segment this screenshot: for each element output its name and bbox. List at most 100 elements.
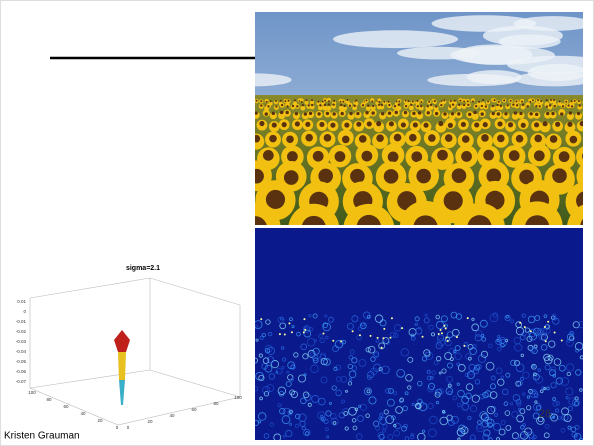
seed-head bbox=[367, 121, 372, 126]
highlight bbox=[359, 334, 361, 336]
seed-head bbox=[478, 101, 480, 103]
seed-head bbox=[295, 112, 298, 115]
z-tick-label: -0.07 bbox=[16, 379, 27, 384]
seed-head bbox=[451, 112, 454, 115]
seed-head bbox=[309, 112, 312, 115]
seed-head bbox=[332, 112, 335, 115]
seed-head bbox=[311, 99, 313, 101]
seed-head bbox=[286, 111, 289, 114]
highlight bbox=[391, 317, 393, 319]
seed-head bbox=[332, 103, 334, 105]
highlight bbox=[370, 335, 372, 337]
highlight bbox=[438, 333, 440, 335]
seed-head bbox=[359, 135, 367, 143]
highlight bbox=[303, 318, 305, 320]
seed-head bbox=[482, 99, 484, 101]
seed-head bbox=[428, 101, 430, 103]
seed-head bbox=[445, 134, 453, 142]
seed-head bbox=[324, 104, 326, 106]
seed-head bbox=[367, 105, 369, 107]
seed-head bbox=[559, 101, 561, 103]
seed-head bbox=[497, 135, 505, 143]
seed-head bbox=[412, 100, 414, 102]
y-tick-label: 40 bbox=[169, 413, 175, 418]
seed-head bbox=[448, 123, 453, 128]
seed-head bbox=[473, 111, 476, 114]
seed-head bbox=[532, 99, 534, 101]
seed-head bbox=[281, 104, 283, 106]
seed-head bbox=[296, 105, 298, 107]
seed-head bbox=[416, 100, 418, 102]
seed-head bbox=[376, 121, 381, 126]
highlight bbox=[381, 347, 383, 349]
plot-title: sigma=2.1 bbox=[126, 265, 160, 272]
highlight bbox=[422, 336, 424, 338]
highlight bbox=[519, 322, 521, 324]
seed-head bbox=[340, 101, 342, 103]
highlight bbox=[456, 336, 458, 338]
seed-head bbox=[454, 100, 456, 102]
page-number: 28 bbox=[539, 408, 551, 420]
seed-head bbox=[521, 101, 523, 103]
seed-head bbox=[539, 105, 541, 107]
seed-head bbox=[409, 134, 417, 142]
seed-head bbox=[324, 99, 326, 101]
seed-head bbox=[295, 121, 300, 126]
seed-head bbox=[498, 101, 500, 103]
seed-head bbox=[365, 111, 368, 114]
seed-head bbox=[457, 112, 460, 115]
seed-head bbox=[559, 151, 570, 162]
seed-head bbox=[542, 121, 547, 126]
highlight bbox=[446, 337, 448, 339]
y-tick-label: 60 bbox=[191, 407, 197, 412]
seed-head bbox=[304, 112, 307, 115]
seed-head bbox=[413, 122, 418, 127]
seed-head bbox=[355, 99, 357, 101]
seed-head bbox=[346, 99, 348, 101]
seed-head bbox=[494, 99, 496, 101]
y-tick-label: 80 bbox=[213, 401, 219, 406]
seed-head bbox=[550, 99, 552, 101]
seed-head bbox=[381, 104, 383, 106]
seed-head bbox=[270, 100, 272, 102]
seed-head bbox=[420, 101, 422, 103]
seed-head bbox=[491, 112, 494, 115]
seed-head bbox=[438, 121, 443, 126]
highlight bbox=[530, 330, 532, 332]
seed-head bbox=[383, 101, 385, 103]
highlight bbox=[352, 330, 354, 332]
seed-head bbox=[365, 99, 367, 101]
seed-head bbox=[443, 99, 445, 101]
seed-head bbox=[280, 100, 282, 102]
surface-mid bbox=[118, 352, 126, 380]
seed-head bbox=[410, 104, 412, 106]
seed-head bbox=[475, 105, 477, 107]
highlight bbox=[544, 326, 546, 328]
seed-head bbox=[362, 151, 373, 162]
seed-head bbox=[529, 112, 532, 115]
seed-head bbox=[480, 112, 483, 115]
seed-head bbox=[305, 134, 313, 142]
seed-head bbox=[483, 122, 488, 127]
seed-head bbox=[372, 105, 374, 107]
seed-head bbox=[356, 122, 361, 127]
seed-head bbox=[552, 168, 567, 183]
seed-head bbox=[389, 121, 394, 126]
seed-head bbox=[435, 112, 438, 115]
seed-head bbox=[267, 105, 269, 107]
z-tick-label: 0.01 bbox=[17, 299, 26, 304]
seed-head bbox=[362, 104, 364, 106]
seed-head bbox=[516, 100, 518, 102]
seed-head bbox=[516, 104, 518, 106]
highlight bbox=[389, 337, 391, 339]
seed-head bbox=[577, 112, 580, 115]
cloud bbox=[397, 47, 481, 60]
seed-head bbox=[458, 104, 460, 106]
seed-head bbox=[534, 122, 539, 127]
z-tick-label: -0.01 bbox=[16, 319, 27, 324]
seed-head bbox=[534, 150, 545, 161]
seed-head bbox=[452, 103, 454, 105]
seed-head bbox=[579, 104, 581, 106]
seed-head bbox=[319, 104, 321, 106]
highlight bbox=[291, 331, 293, 333]
